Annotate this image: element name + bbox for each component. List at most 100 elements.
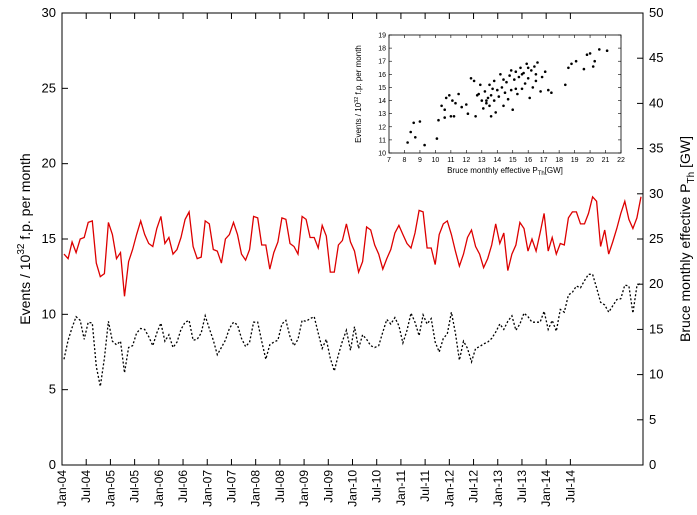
x-tick-label: Jul-06 — [176, 470, 190, 503]
inset-point — [540, 75, 544, 79]
inset-point — [483, 90, 487, 93]
inset-point — [526, 66, 530, 70]
left-tick-label: 20 — [42, 156, 56, 171]
right-tick-label: 15 — [649, 321, 663, 336]
x-tick-label: Jan-14 — [539, 470, 553, 507]
inset-x-tick-label: 22 — [617, 157, 625, 164]
inset-point — [536, 61, 539, 64]
inset-x-tick-label: 10 — [432, 157, 440, 164]
left-tick-label: 10 — [42, 306, 56, 321]
left-axis-title: Events / 1032 f.p. per month — [16, 153, 33, 324]
right-tick-label: 25 — [649, 231, 663, 246]
inset-y-tick-label: 19 — [378, 33, 386, 40]
inset-point — [469, 77, 473, 80]
inset-point — [409, 130, 413, 134]
inset-point — [534, 79, 538, 83]
inset-point — [449, 115, 453, 118]
right-tick-label: 35 — [649, 141, 663, 156]
inset-point — [513, 78, 516, 81]
inset-point — [440, 104, 443, 108]
right-tick-label: 45 — [649, 50, 663, 65]
right-tick-label: 10 — [649, 367, 663, 382]
right-axis-ticks: 0 5 10 15 20 25 30 35 40 45 50 — [637, 5, 663, 472]
inset-point — [605, 49, 609, 52]
inset-x-tick-label: 20 — [586, 157, 594, 164]
inset-point — [466, 112, 470, 115]
inset-x-tick-label: 7 — [387, 157, 391, 164]
inset-point — [486, 96, 490, 100]
x-tick-label: Jul-07 — [224, 470, 238, 503]
inset-y-tick-label: 17 — [378, 59, 386, 66]
inset-y-ticks: 10 11 12 13 14 15 16 17 18 19 — [378, 33, 621, 158]
x-tick-label: Jul-11 — [418, 470, 432, 502]
inset-point — [494, 111, 498, 114]
inset-point — [574, 59, 578, 63]
inset-point — [443, 116, 447, 119]
x-tick-label: Jan-06 — [152, 470, 166, 507]
inset-x-tick-label: 17 — [540, 157, 548, 164]
inset-point — [448, 94, 451, 97]
inset-point — [564, 83, 567, 87]
inset-point — [475, 94, 479, 97]
x-tick-label: Jul-13 — [515, 470, 529, 503]
inset-point — [502, 104, 505, 108]
inset-point — [585, 53, 589, 56]
inset-x-tick-label: 14 — [493, 157, 501, 164]
inset-x-label: Bruce monthly effective PTh[GW] — [447, 166, 563, 177]
inset-point — [480, 99, 484, 102]
inset-point — [457, 92, 460, 96]
inset-point — [437, 118, 440, 122]
inset-point — [531, 86, 535, 89]
inset-y-tick-label: 14 — [378, 98, 386, 105]
x-tick-label: Jan-10 — [346, 470, 360, 507]
inset-point — [508, 74, 511, 77]
inset-point — [509, 69, 513, 72]
inset-point — [543, 70, 547, 73]
inset-point — [472, 79, 476, 83]
inset-point — [506, 97, 510, 101]
inset-y-tick-label: 12 — [378, 124, 386, 131]
inset-x-tick-label: 19 — [571, 157, 579, 164]
left-tick-label: 0 — [49, 457, 56, 472]
inset-point — [443, 108, 447, 111]
x-tick-label: Jul-14 — [563, 470, 577, 503]
inset-point — [591, 65, 595, 68]
inset-y-tick-label: 18 — [378, 46, 386, 53]
inset-point — [570, 62, 573, 66]
inset-point — [492, 79, 496, 83]
inset-point — [550, 91, 553, 94]
series-dotted-black — [63, 273, 642, 387]
inset-y-label: Events / 1032 f.p. per month — [354, 45, 363, 143]
inset-point — [517, 75, 521, 79]
inset-point — [479, 83, 482, 87]
inset-point — [485, 99, 488, 102]
inset-y-tick-label: 15 — [378, 85, 386, 92]
inset-x-tick-label: 15 — [509, 157, 517, 164]
x-tick-label: Jan-08 — [249, 470, 263, 507]
inset-point — [567, 66, 570, 70]
inset-x-tick-label: 11 — [447, 157, 454, 164]
inset-point — [516, 92, 519, 96]
inset-point — [520, 73, 524, 76]
inset-y-tick-label: 16 — [378, 72, 386, 79]
x-tick-label: Jan-07 — [200, 470, 214, 507]
x-tick-label: Jul-05 — [128, 470, 142, 503]
inset-point — [505, 80, 508, 84]
inset-points — [406, 48, 609, 147]
inset-point — [474, 115, 477, 118]
inset-y-tick-label: 11 — [379, 137, 386, 144]
inset-point — [582, 67, 586, 71]
inset-point — [514, 87, 518, 91]
inset-point — [509, 88, 513, 92]
series-solid-red — [63, 195, 642, 297]
inset-point — [414, 136, 417, 139]
x-tick-label: Jan-13 — [491, 470, 505, 507]
inset-point — [444, 96, 448, 100]
inset-point — [454, 101, 457, 105]
left-tick-label: 25 — [42, 80, 56, 95]
inset-point — [530, 69, 533, 72]
inset-point — [423, 143, 426, 147]
x-tick-label: Jul-08 — [273, 470, 287, 503]
inset-point — [523, 82, 527, 85]
x-tick-label: Jan-11 — [394, 470, 408, 506]
